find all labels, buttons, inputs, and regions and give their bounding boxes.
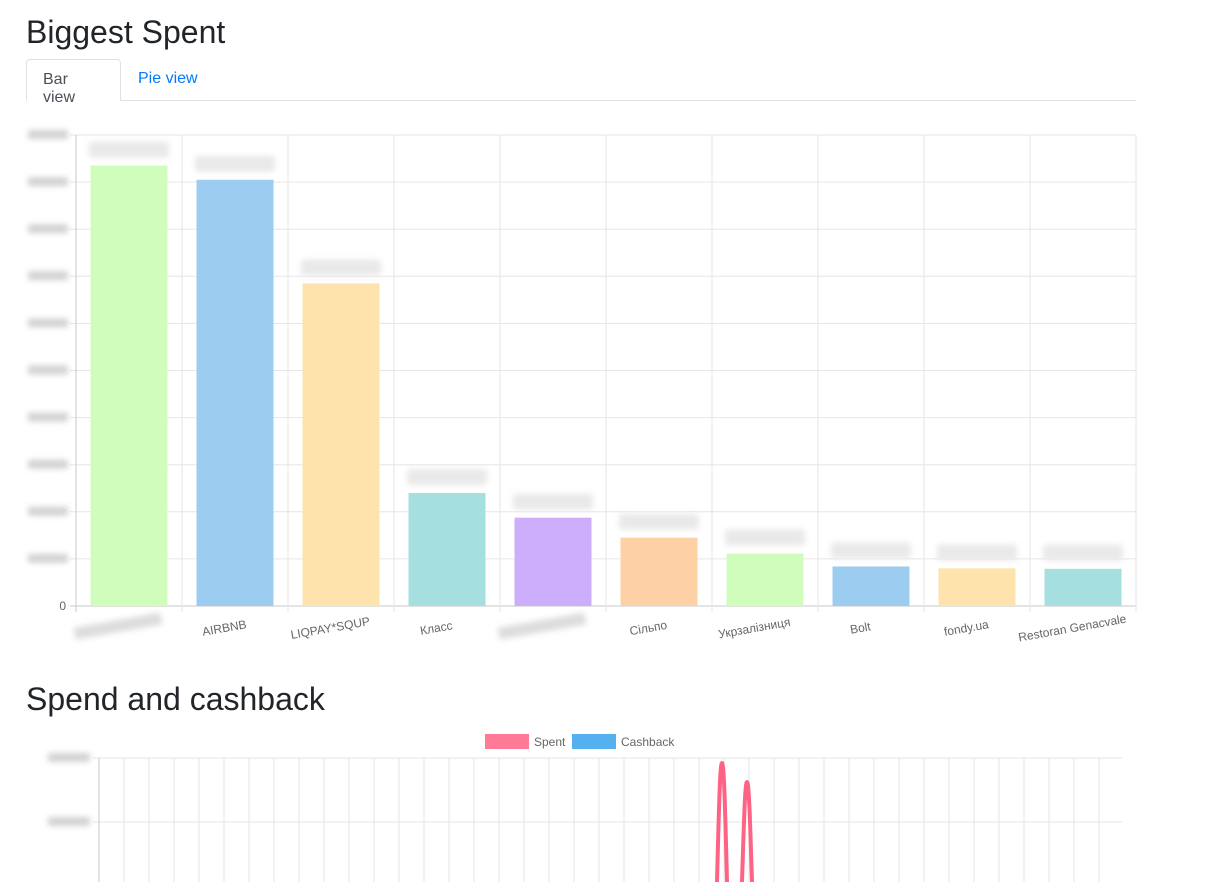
obscured-x-tick-label xyxy=(497,612,587,640)
x-tick-label: fondy.ua xyxy=(943,617,990,639)
obscured-y-tick-label xyxy=(28,318,68,328)
x-tick-label: Укрзалізниця xyxy=(717,615,791,641)
obscured-y-tick-label xyxy=(28,506,68,516)
x-tick-label: LIQPAY*SQUP xyxy=(290,614,371,642)
legend-swatch xyxy=(572,734,616,749)
obscured-bar-value-label xyxy=(1043,544,1123,561)
obscured-y-tick-label xyxy=(28,412,68,422)
obscured-bar-value-label xyxy=(195,155,275,172)
section-title: Spend and cashback xyxy=(26,681,325,717)
legend-label: Cashback xyxy=(621,735,675,749)
tab-pie-view[interactable]: Pie view xyxy=(138,70,198,87)
obscured-y-tick-label xyxy=(28,224,68,234)
line-chart: Spent Cashback xyxy=(48,734,1122,882)
obscured-bar-value-label xyxy=(407,468,487,485)
bar xyxy=(302,283,380,606)
y-tick-label: 0 xyxy=(59,599,66,613)
obscured-y-tick-label xyxy=(28,271,68,281)
bar xyxy=(196,179,274,606)
obscured-y-tick-label xyxy=(28,459,68,469)
bar xyxy=(938,568,1016,606)
obscured-bar-value-label xyxy=(513,493,593,510)
tab-bar-view[interactable]: Bar view xyxy=(26,59,121,106)
bar xyxy=(408,492,486,606)
bar xyxy=(90,165,168,607)
obscured-y-tick-label xyxy=(28,177,68,187)
legend-label: Spent xyxy=(534,735,566,749)
obscured-x-tick-label xyxy=(73,612,163,640)
obscured-bar-value-label xyxy=(725,529,805,546)
x-tick-label: Restoran Genacvale xyxy=(1017,612,1127,645)
obscured-y-tick-label xyxy=(28,365,68,375)
spent-line-peak xyxy=(740,779,754,882)
page-title: Biggest Spent xyxy=(26,14,226,50)
bar xyxy=(726,553,804,606)
obscured-bar-value-label xyxy=(301,259,381,276)
legend-swatch xyxy=(485,734,529,749)
x-tick-label: Класс xyxy=(419,618,454,637)
obscured-y-tick-label xyxy=(48,753,90,762)
x-tick-label: Bolt xyxy=(849,619,872,636)
obscured-bar-value-label xyxy=(619,513,699,530)
bar-chart: 0 AIRBNB LIQPAY*SQUP Класс Сільпо Укрзалізниц… xyxy=(28,130,1137,645)
bar xyxy=(832,566,910,606)
obscured-bar-value-label xyxy=(937,544,1017,561)
obscured-y-tick-label xyxy=(28,130,68,139)
obscured-bar-value-label xyxy=(831,542,911,559)
obscured-y-tick-label xyxy=(48,817,90,826)
bar xyxy=(620,537,698,606)
obscured-y-tick-label xyxy=(28,553,68,563)
spent-line-peak xyxy=(715,760,729,882)
x-tick-label: Сільпо xyxy=(628,618,668,638)
chart-view-tabs: Bar view Pie view xyxy=(26,59,1136,106)
bar xyxy=(514,517,592,606)
x-tick-label: AIRBNB xyxy=(201,617,247,639)
obscured-bar-value-label xyxy=(89,141,169,158)
bar xyxy=(1044,568,1122,606)
